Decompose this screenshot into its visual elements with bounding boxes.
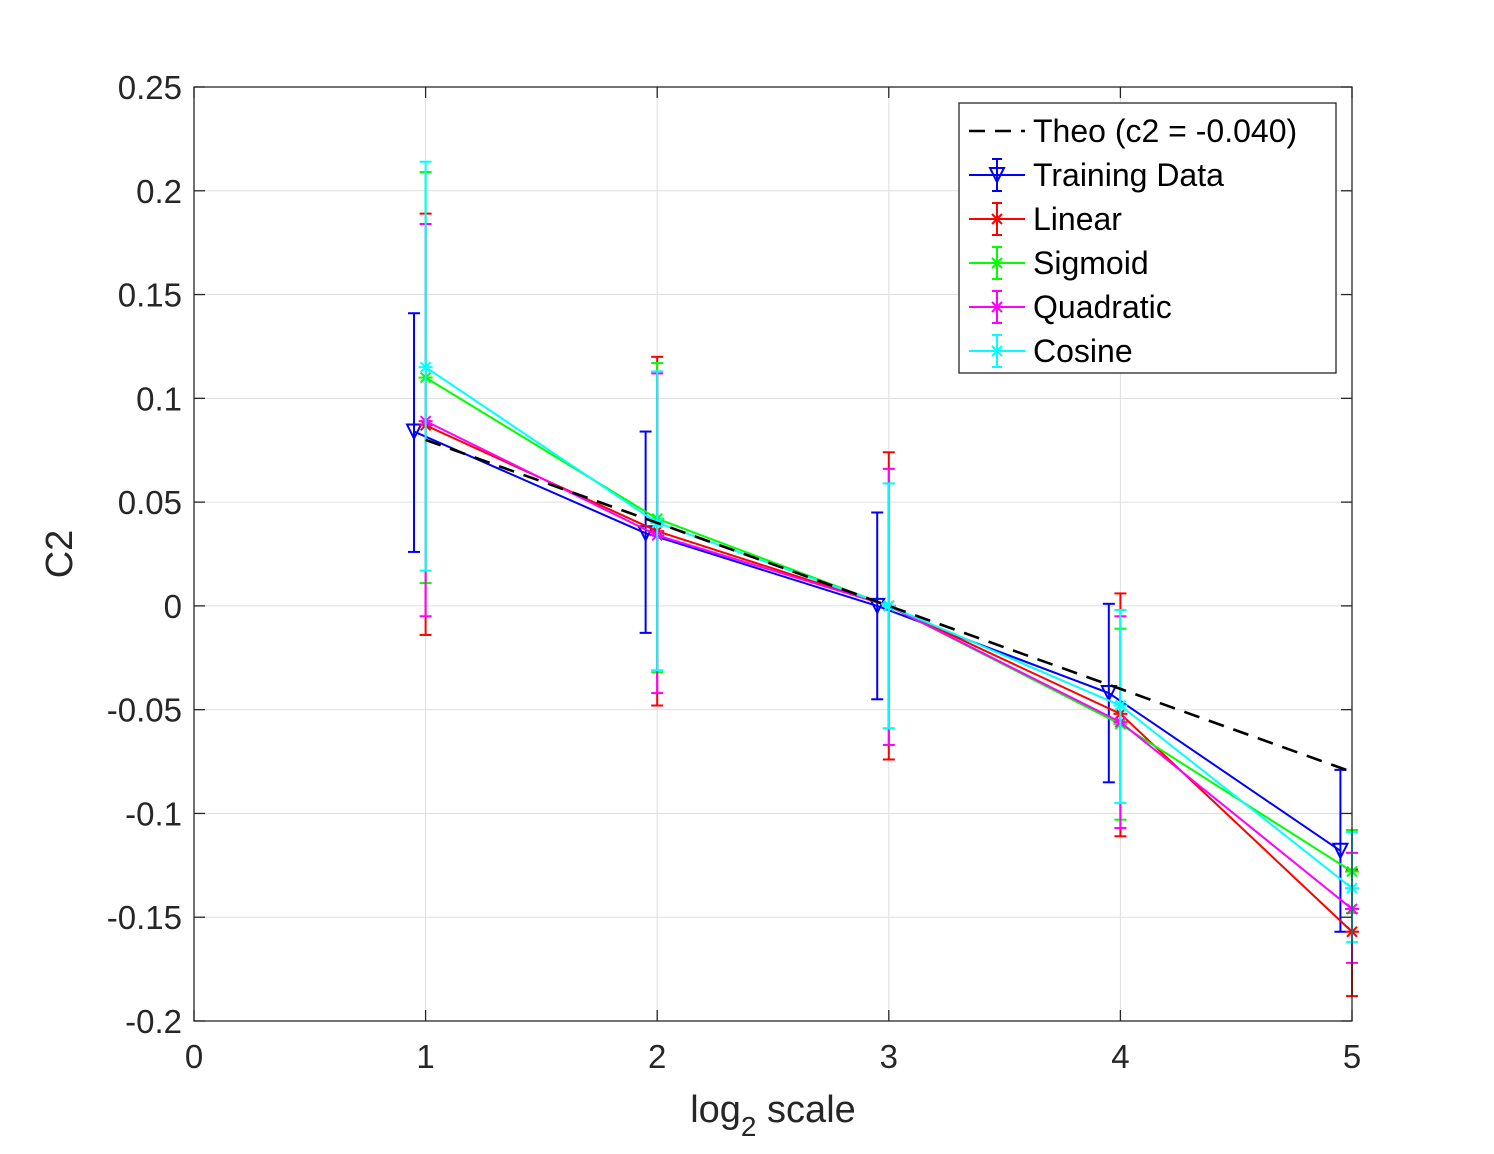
legend-label: Theo (c2 = -0.040) <box>1033 113 1297 149</box>
series-line <box>425 438 1353 774</box>
legend-label: Linear <box>1033 201 1122 237</box>
error-bar <box>639 430 652 634</box>
y-tick-label: 0.25 <box>118 69 182 106</box>
legend: Theo (c2 = -0.040) Training Data Linear Sig… <box>958 102 1337 374</box>
legend-entry: Theo (c2 = -0.040) <box>969 113 1297 149</box>
legend-marker <box>990 344 1004 358</box>
grid <box>194 87 1352 1021</box>
y-tick-label: 0.15 <box>118 277 182 314</box>
data-point <box>418 360 433 375</box>
legend-marker <box>990 300 1004 314</box>
legend-entry: Sigmoid <box>969 245 1149 281</box>
marker-stroke <box>883 600 895 612</box>
error-bar <box>1102 602 1115 784</box>
y-tick-label: 0.2 <box>136 173 182 210</box>
series-cosine <box>418 160 1359 944</box>
legend-label: Sigmoid <box>1033 245 1149 281</box>
y-tick-label: 0.05 <box>118 484 182 521</box>
y-tick-label: 0.1 <box>136 380 182 417</box>
legend-entry: Cosine <box>969 333 1133 369</box>
x-tick-label: 2 <box>648 1038 666 1075</box>
legend-marker <box>990 256 1004 270</box>
legend-marker <box>990 212 1004 226</box>
data-point <box>405 423 423 441</box>
series-training-data <box>405 312 1350 933</box>
legend-error-sample <box>992 158 1002 192</box>
x-axis-title: log2 scale <box>690 1089 856 1142</box>
error-bar <box>871 511 884 701</box>
y-tick-label: 0 <box>164 588 182 625</box>
y-axis-title: C2 <box>39 530 81 579</box>
x-tick-label: 0 <box>185 1038 203 1075</box>
data-point <box>881 598 896 613</box>
y-tick-label: -0.15 <box>107 899 182 936</box>
data-point <box>1331 842 1350 861</box>
marker-stroke <box>991 257 1003 269</box>
marker-stroke <box>1114 699 1127 712</box>
error-bar <box>408 312 421 553</box>
legend-entry: Linear <box>969 201 1122 237</box>
x-tick-label: 4 <box>1111 1038 1129 1075</box>
data-point <box>1113 698 1128 713</box>
x-axis-title-subscript: 2 <box>741 1111 757 1142</box>
y-tick-label: -0.05 <box>107 692 182 729</box>
axes-frame <box>193 86 1353 1022</box>
x-tick-label: 3 <box>880 1038 898 1075</box>
x-axis-title-main: log <box>690 1089 741 1131</box>
data-point <box>868 597 886 616</box>
legend-entry: Training Data <box>969 157 1224 193</box>
series-theo-c2-0-040 <box>425 438 1353 774</box>
marker-stroke <box>991 213 1003 225</box>
x-tick-label: 5 <box>1343 1038 1361 1075</box>
x-tick-label: 1 <box>416 1038 434 1075</box>
y-tick-label: -0.1 <box>125 795 182 832</box>
marker-stroke <box>991 345 1003 357</box>
series-layer <box>405 160 1359 998</box>
marker-stroke <box>419 361 432 373</box>
ticks: 0 1 2 3 4 5 -0.2 -0.15 -0.1 -0.05 0 0.05 0.1 0.15 0.2 0… <box>107 69 1361 1075</box>
axes-box <box>193 86 1353 1022</box>
legend-entry: Quadratic <box>969 289 1172 325</box>
legend-label: Quadratic <box>1033 289 1172 325</box>
x-axis-title-rest: scale <box>757 1089 856 1131</box>
legend-label: Training Data <box>1033 157 1224 193</box>
data-point <box>1100 685 1118 703</box>
marker-stroke <box>991 301 1003 313</box>
legend-box <box>958 102 1337 374</box>
legend-label: Cosine <box>1033 333 1133 369</box>
y-tick-label: -0.2 <box>125 1003 182 1040</box>
legend-marker <box>988 167 1006 185</box>
